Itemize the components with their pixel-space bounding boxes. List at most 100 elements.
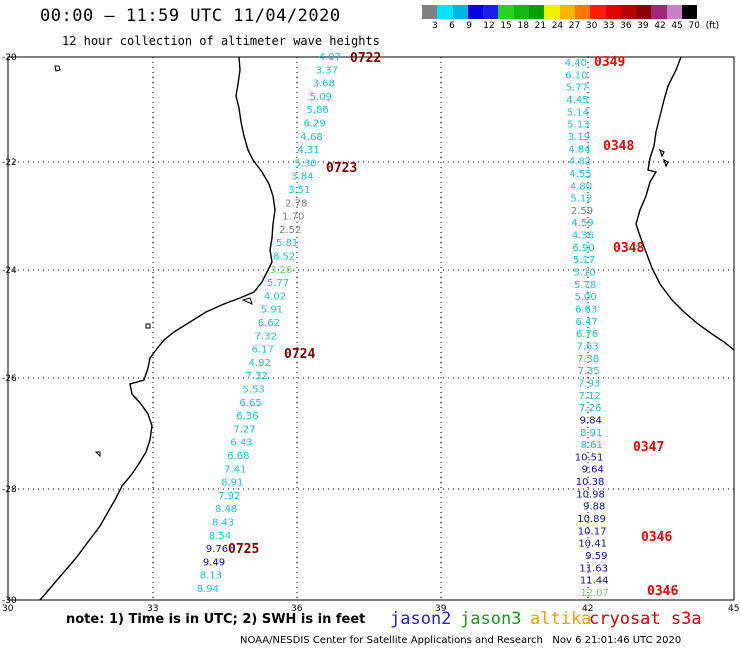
swh-value: 6.36 xyxy=(236,411,258,422)
lat-tick-label: -22 xyxy=(2,158,17,168)
swh-value: 10.51 xyxy=(575,452,604,463)
madagascar-coastline xyxy=(635,56,735,351)
swh-value: 7.27 xyxy=(233,424,255,435)
lon-tick-label: 36 xyxy=(291,604,303,614)
pass-time-label: 0724 xyxy=(284,347,315,362)
pass-time-label: 0722 xyxy=(350,51,381,66)
swh-value: 4.36 xyxy=(572,231,594,242)
swh-value: 7.92 xyxy=(218,491,240,502)
swh-value: 4.07 xyxy=(319,52,341,63)
color-scale-swatch xyxy=(682,5,698,19)
legend-entry: jason2 xyxy=(390,609,452,629)
pass-time-label: 0348 xyxy=(613,241,644,256)
swh-value: 4.45 xyxy=(566,95,588,106)
track-west: 4.07 3.37 3.68 5.09 5.86 6.29 4.68 4.31 5.30 3.84… xyxy=(197,52,341,595)
swh-value: 10.38 xyxy=(576,477,605,488)
swh-value: 9.76 xyxy=(206,544,228,555)
swh-value: 5.10 xyxy=(573,268,595,279)
swh-value: 3.51 xyxy=(288,185,310,196)
swh-value: 8.91 xyxy=(580,428,602,439)
color-scale-swatch xyxy=(422,5,438,19)
swh-value: 11.63 xyxy=(579,563,608,574)
swh-value: 5.14 xyxy=(567,107,589,118)
swh-value: 10.89 xyxy=(577,514,606,525)
color-scale-label: 45 xyxy=(671,21,683,31)
swh-value: 7.12 xyxy=(579,391,601,402)
swh-value: 10.98 xyxy=(576,489,605,500)
map-grid xyxy=(8,57,734,600)
swh-value: 4.84 xyxy=(568,144,590,155)
swh-value: 4.82 xyxy=(569,157,591,168)
color-scale-swatch xyxy=(513,5,530,19)
swh-value: 7.63 xyxy=(577,341,599,352)
color-scale-label: 27 xyxy=(568,21,581,31)
lon-tick-label: 42 xyxy=(582,604,593,614)
legend-entry: altika xyxy=(530,609,592,629)
swh-value: 8.43 xyxy=(212,518,234,529)
color-scale-swatch xyxy=(605,5,621,19)
color-scale-label: 30 xyxy=(585,21,598,31)
page-title: 00:00 — 11:59 UTC 11/04/2020 xyxy=(40,6,341,26)
swh-value: 12.07 xyxy=(580,588,609,599)
swh-value: 5.81 xyxy=(276,238,298,249)
swh-value: 9.84 xyxy=(580,415,602,426)
swh-value: 4.92 xyxy=(249,358,271,369)
swh-value: 5.30 xyxy=(294,158,316,169)
swh-value: 6.90 xyxy=(572,243,594,254)
swh-value: 7.35 xyxy=(578,366,600,377)
swh-value: 4.59 xyxy=(571,218,593,229)
color-scale-label: 42 xyxy=(654,21,666,31)
swh-value: 6.76 xyxy=(576,329,598,340)
pass-time-label: 0346 xyxy=(641,530,672,545)
swh-value: 3.19 xyxy=(568,132,590,143)
swh-value: 5.00 xyxy=(574,292,596,303)
swh-value: 6.43 xyxy=(230,438,252,449)
swh-value: 8.91 xyxy=(221,478,243,489)
color-scale-swatch xyxy=(529,5,545,19)
color-scale-swatch xyxy=(483,5,499,19)
color-scale: 3 6 9 12 15 18 21 24 27 30 33 36 39 42 45 70 (ft) xyxy=(422,5,719,31)
color-scale-swatch xyxy=(559,5,575,19)
swh-value: 7.32 xyxy=(255,331,277,342)
track-east: 4.406.10 5.774.455.14 5.133.194.84 4.824.55… xyxy=(565,58,609,599)
swh-value: 3.26 xyxy=(270,265,292,276)
swh-value: 6.17 xyxy=(252,345,274,356)
swh-value: 9.88 xyxy=(583,502,605,513)
map-frame xyxy=(7,56,735,601)
swh-value: 1.70 xyxy=(282,212,304,223)
color-scale-label: 21 xyxy=(534,21,547,31)
small-islands xyxy=(54,65,253,458)
swh-value: 4.40 xyxy=(565,58,587,69)
lon-tick-label: 33 xyxy=(147,604,158,614)
swh-value: 8.48 xyxy=(215,504,237,515)
color-scale-label: 24 xyxy=(551,21,564,31)
swh-value: 6.29 xyxy=(303,119,325,130)
color-scale-swatch xyxy=(544,5,560,19)
credit-timestamp: Nov 6 21:01:46 UTC 2020 xyxy=(552,635,682,646)
pass-time-labels: 0722 0723 0724 0725 0349 0348 0348 0347 0346 0346 xyxy=(228,51,678,599)
color-scale-swatch xyxy=(620,5,637,19)
swh-value: 10.41 xyxy=(578,539,607,550)
swh-value: 3.37 xyxy=(316,65,338,76)
color-scale-swatch xyxy=(437,5,453,19)
swh-value: 2.59 xyxy=(571,206,593,217)
swh-value: 6.65 xyxy=(239,398,261,409)
lat-tick-label: -30 xyxy=(2,596,17,606)
color-scale-label: 15 xyxy=(500,21,512,31)
pass-time-label: 0346 xyxy=(647,584,678,599)
lat-tick-label: -20 xyxy=(2,53,17,63)
swh-value: 7.38 xyxy=(577,354,599,365)
swh-value: 8.52 xyxy=(273,252,295,263)
color-scale-swatch xyxy=(574,5,591,19)
color-scale-labels: 3 6 9 12 15 18 21 24 27 30 33 36 39 42 45 70 (ft) xyxy=(422,21,732,35)
color-scale-label: 3 xyxy=(432,21,438,31)
page-subtitle: 12 hour collection of altimeter wave hei… xyxy=(62,34,380,48)
lon-tick-label: 45 xyxy=(728,604,739,614)
credit-text: NOAA/NESDIS Center for Satellite Applica… xyxy=(240,635,543,646)
color-scale-label: 18 xyxy=(517,21,529,31)
legend-entry: jason3 xyxy=(460,609,522,629)
credit-line: NOAA/NESDIS Center for Satellite Applica… xyxy=(240,635,681,646)
color-scale-swatch xyxy=(590,5,606,19)
